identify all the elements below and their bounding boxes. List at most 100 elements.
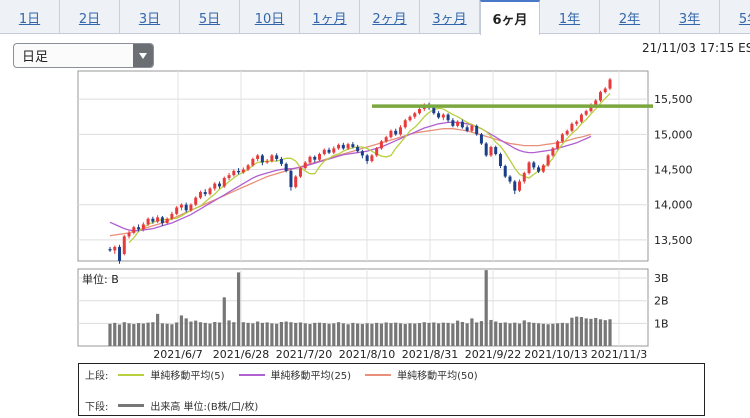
candle-down	[284, 163, 288, 171]
volume-bar	[113, 322, 117, 346]
candle-up	[546, 155, 550, 166]
candle-down	[508, 176, 512, 182]
volume-bar	[603, 320, 607, 346]
tab-2-month[interactable]: 2ヶ月	[360, 0, 420, 34]
tab-5-day[interactable]: 5日	[180, 0, 240, 34]
candle-down	[365, 155, 369, 162]
tab-1-day[interactable]: 1日	[0, 0, 60, 34]
volume-bar	[141, 323, 145, 346]
candle-up	[518, 181, 522, 191]
volume-bar	[327, 323, 331, 346]
volume-bar	[117, 324, 122, 346]
x-tick-label: 2021/11/3	[591, 348, 647, 361]
tab-3-year[interactable]: 3年	[660, 0, 720, 34]
candle-up	[441, 114, 445, 118]
volume-bar	[517, 323, 522, 346]
volume-bar	[565, 323, 569, 346]
volume-bar	[275, 323, 279, 346]
volume-bar	[289, 322, 293, 346]
legend-volume-swatch	[118, 404, 145, 407]
tab-5-year[interactable]: 5年	[720, 0, 750, 34]
legend-upper-row: 上段: 単純移動平均(5) 単純移動平均(25) 単純移動平均(50)	[85, 367, 492, 382]
volume-bar	[279, 321, 284, 346]
volume-bar	[403, 324, 407, 346]
x-tick-label: 2021/6/7	[153, 348, 202, 361]
candle-up	[403, 120, 407, 128]
candle-down	[237, 170, 241, 173]
candle-down	[360, 151, 364, 156]
candle-up	[389, 130, 393, 138]
tab-2-year[interactable]: 2年	[600, 0, 660, 34]
candle-down	[503, 166, 507, 177]
candle-up	[246, 165, 250, 170]
candle-up	[232, 170, 236, 176]
candle-up	[122, 236, 126, 254]
candle-down	[432, 107, 436, 114]
tab-6-month[interactable]: 6ヶ月	[480, 0, 540, 35]
volume-bar	[608, 319, 612, 346]
volume-bar	[479, 321, 484, 346]
volume-bar	[194, 320, 198, 346]
volume-bar	[256, 321, 260, 346]
price-tick-label: 15,000	[654, 128, 693, 141]
volume-bar	[417, 323, 422, 346]
candle-down	[498, 154, 502, 166]
legend-ma50-swatch	[365, 373, 392, 376]
x-tick-label: 2021/7/20	[276, 348, 332, 361]
volume-bar	[508, 323, 512, 346]
volume-bar	[303, 323, 307, 346]
volume-bar	[227, 320, 231, 346]
candle-down	[356, 147, 360, 152]
candle-up	[170, 213, 174, 219]
candle-down	[327, 149, 331, 153]
volume-bar	[536, 323, 541, 346]
candle-down	[313, 156, 317, 160]
x-tick-label: 2021/6/28	[213, 348, 269, 361]
candle-down	[275, 155, 279, 159]
volume-bar	[136, 323, 141, 346]
volume-bar	[432, 322, 436, 346]
tab-2-day[interactable]: 2日	[60, 0, 120, 34]
candle-up	[584, 111, 588, 115]
volume-bar	[427, 322, 431, 346]
volume-bar	[122, 322, 126, 346]
volume-bar	[284, 321, 288, 346]
candle-up	[570, 123, 574, 131]
volume-bar	[270, 323, 274, 346]
candle-up	[213, 183, 217, 189]
volume-bar	[446, 322, 450, 346]
timeframe-select[interactable]: 日足	[13, 43, 154, 68]
volume-bar	[513, 322, 517, 346]
candle-up	[560, 134, 564, 142]
volume-bar	[346, 324, 350, 346]
volume-bar	[589, 318, 593, 346]
volume-bar	[189, 321, 193, 346]
volume-bars	[108, 270, 612, 346]
candle-up	[165, 218, 169, 223]
volume-bar	[265, 322, 269, 346]
volume-bar	[336, 322, 341, 346]
tab-3-month[interactable]: 3ヶ月	[420, 0, 480, 34]
volume-bar	[398, 323, 403, 346]
volume-bar	[408, 323, 412, 346]
legend-ma25-label: 単純移動平均(25)	[270, 371, 352, 382]
candle-down	[184, 204, 188, 211]
candle-down	[460, 121, 464, 128]
candle-up	[241, 169, 245, 173]
volume-bar	[165, 323, 169, 346]
tab-10-day[interactable]: 10日	[240, 0, 300, 34]
candle-down	[532, 162, 536, 168]
volume-bar	[594, 317, 598, 346]
tab-1-year[interactable]: 1年	[540, 0, 600, 34]
volume-bar	[308, 324, 312, 346]
volume-bar	[108, 323, 112, 346]
tab-1-month[interactable]: 1ヶ月	[300, 0, 360, 34]
tab-3-day[interactable]: 3日	[120, 0, 180, 34]
legend-upper-label: 上段:	[85, 371, 109, 382]
candle-up	[346, 144, 350, 149]
volume-panel: 3B 2B 1B 単位: B	[77, 268, 669, 347]
candle-up	[489, 147, 493, 156]
volume-bar	[584, 318, 588, 346]
candle-up	[608, 79, 612, 89]
volume-bar	[541, 323, 545, 346]
